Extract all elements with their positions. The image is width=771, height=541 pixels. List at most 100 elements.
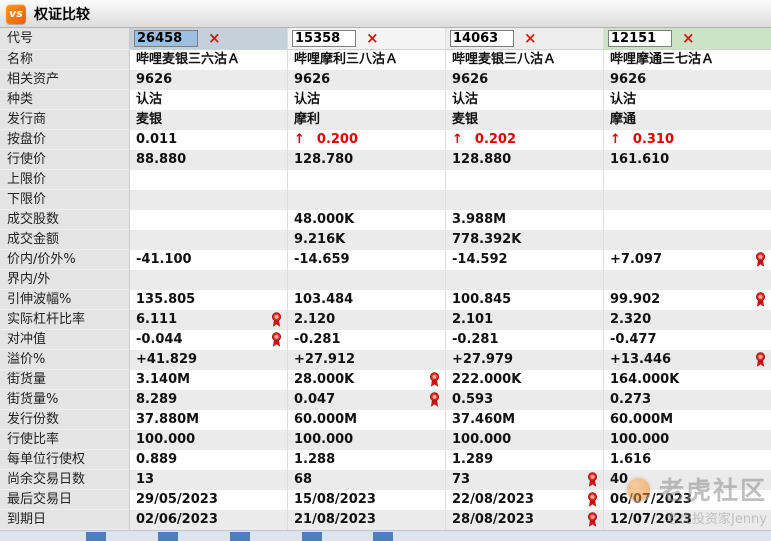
value-cell [130,210,288,230]
row-label: 名称 [0,50,130,70]
value-cell [130,170,288,190]
cell-value: +27.912 [294,352,356,367]
row-label: 尚余交易日数 [0,470,130,490]
warrant-code-input[interactable] [450,30,514,47]
value-cell: 麦银 [130,110,288,130]
cell-value: 认沽 [136,92,163,107]
value-cell: 06/07/2023 [604,490,771,510]
value-cell: 0.273 [604,390,771,410]
cell-value: 12/07/2023 [610,512,692,527]
cell-value: 认沽 [610,92,637,107]
warrant-code-input[interactable] [608,30,672,47]
row-label: 种类 [0,90,130,110]
value-cell [130,230,288,250]
cell-value: 161.610 [610,152,670,167]
partial-button[interactable] [158,532,178,541]
row-label: 溢价% [0,350,130,370]
cell-value: 164.000K [610,372,680,387]
cell-value: 778.392K [452,232,522,247]
partial-button[interactable] [86,532,106,541]
value-cell: 0.011 [130,130,288,150]
value-cell: 1.289 [446,450,604,470]
value-cell: 21/08/2023 [288,510,446,530]
warrant-code-input[interactable] [292,30,356,47]
value-cell: 128.880 [446,150,604,170]
row-label: 价内/价外% [0,250,130,270]
value-cell: +27.979 [446,350,604,370]
cell-value: 28.000K [294,372,355,387]
partial-button[interactable] [373,532,393,541]
row-label: 街货量% [0,390,130,410]
partial-button[interactable] [230,532,250,541]
cell-value: 哔哩摩利三八沽Ａ [294,52,399,67]
cell-value: 哔哩摩通三七沽Ａ [610,52,715,67]
value-cell: 摩利 [288,110,446,130]
cell-value: 1.289 [452,452,494,467]
value-cell: -0.477 [604,330,771,350]
cell-value: +13.446 [610,352,672,367]
value-cell: -0.044 [130,330,288,350]
remove-column-icon[interactable]: × [366,29,379,47]
cell-value: 29/05/2023 [136,492,218,507]
remove-column-icon[interactable]: × [208,29,221,47]
value-cell: 68 [288,470,446,490]
cell-value: 73 [452,472,471,487]
cell-value: 135.805 [136,292,196,307]
value-cell: +13.446 [604,350,771,370]
cell-value: 认沽 [452,92,479,107]
code-header-cell: × [446,28,604,50]
value-cell: +27.912 [288,350,446,370]
value-cell: ↑ 0.310 [604,130,771,150]
value-cell: 100.000 [604,430,771,450]
value-cell: 161.610 [604,150,771,170]
value-cell: 9626 [130,70,288,90]
value-cell: 认沽 [446,90,604,110]
value-cell: 0.889 [130,450,288,470]
remove-column-icon[interactable]: × [682,29,695,47]
value-cell: 60.000M [604,410,771,430]
value-cell: 40 [604,470,771,490]
cell-value: 100.000 [610,432,670,447]
cell-value: 哔哩麦银三八沽Ａ [452,52,557,67]
cell-value: 88.880 [136,152,187,167]
cell-value: 0.889 [136,452,178,467]
cell-value: -0.281 [452,332,499,347]
remove-column-icon[interactable]: × [524,29,537,47]
cell-value: -14.592 [452,252,508,267]
cell-value: 100.845 [452,292,512,307]
value-cell [130,190,288,210]
value-cell [604,230,771,250]
cell-value: 128.780 [294,152,354,167]
value-cell: 88.880 [130,150,288,170]
value-cell: 9626 [288,70,446,90]
code-header-cell: × [130,28,288,50]
cell-value: 9626 [294,72,331,87]
value-cell: 100.000 [446,430,604,450]
cell-value: 0.200 [316,132,359,147]
value-cell: 哔哩摩利三八沽Ａ [288,50,446,70]
cell-value: -14.659 [294,252,350,267]
value-cell: 100.845 [446,290,604,310]
row-label: 成交股数 [0,210,130,230]
value-cell: 1.288 [288,450,446,470]
cell-value: 48.000K [294,212,355,227]
cell-value: 9.216K [294,232,346,247]
cell-value: 麦银 [136,112,163,127]
value-cell: 128.780 [288,150,446,170]
value-cell [288,170,446,190]
row-label: 每单位行使权 [0,450,130,470]
partial-button[interactable] [302,532,322,541]
cell-value: 1.288 [294,452,336,467]
cell-value: 6.111 [136,312,178,327]
row-label: 相关资产 [0,70,130,90]
value-cell: 3.988M [446,210,604,230]
cell-value: 68 [294,472,313,487]
value-cell: 0.593 [446,390,604,410]
row-label: 发行份数 [0,410,130,430]
warrant-code-input[interactable] [134,30,198,47]
up-arrow-icon: ↑ [610,132,621,147]
cell-value: 22/08/2023 [452,492,534,507]
cell-value: 3.988M [452,212,507,227]
cell-value: 麦银 [452,112,479,127]
cell-value: 128.880 [452,152,512,167]
